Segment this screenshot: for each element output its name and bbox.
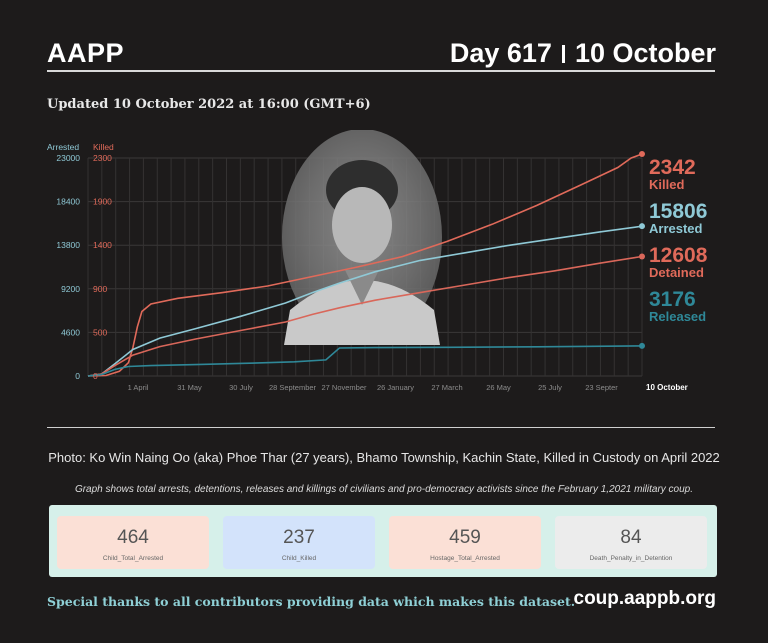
right-tick-label: 1400 — [93, 240, 112, 250]
right-tick-label: 1900 — [93, 197, 112, 207]
x-tick-label: 23 Septer — [585, 383, 618, 392]
x-tick-label: 25 July — [538, 383, 562, 392]
end-name-released: Released — [649, 309, 706, 324]
stat-label: Death_Penalty_in_Detention — [589, 555, 673, 562]
end-value-arrested: 15806 — [649, 200, 707, 223]
stat-value: 464 — [117, 527, 149, 548]
right-tick-label: 0 — [93, 371, 98, 381]
x-tick-label: 1 April — [128, 383, 149, 392]
end-point-detained — [639, 253, 645, 260]
stats-panel: 464 Child_Total_Arrested 237 Child_Kille… — [49, 505, 717, 577]
series-line-arrested — [87, 225, 643, 377]
day-counter: Day 617 — [449, 38, 552, 68]
x-tick-label: 10 October — [646, 383, 688, 392]
end-value-killed: 2342 — [649, 156, 696, 179]
tick-layer: 0 0 4600 500 9200 900 13800 1400 18400 1900 23000 2… — [47, 142, 688, 392]
left-tick-label: 18400 — [56, 197, 80, 207]
end-name-detained: Detained — [649, 265, 704, 280]
stat-value: 459 — [449, 527, 481, 548]
stat-value: 84 — [620, 527, 642, 548]
end-value-released: 3176 — [649, 288, 696, 311]
date-text: 10 October — [574, 38, 716, 68]
end-point-arrested — [639, 223, 645, 230]
right-axis-title: Killed — [93, 142, 114, 152]
portrait-photo — [282, 130, 442, 345]
website-link[interactable]: coup.aappb.org — [573, 588, 717, 609]
series-line-released — [87, 345, 643, 377]
photo-caption: Photo: Ko Win Naing Oo (aka) Phoe Thar (… — [48, 450, 720, 465]
stat-card-death-penalty: 84 Death_Penalty_in_Detention — [555, 516, 707, 569]
x-tick-label: 28 September — [269, 383, 317, 392]
end-point-released — [639, 342, 645, 349]
series-line-detained — [87, 255, 643, 377]
stat-label: Child_Killed — [281, 555, 317, 562]
separator-bar — [561, 45, 565, 63]
header-divider — [47, 70, 715, 72]
stat-card-child-arrested: 464 Child_Total_Arrested — [57, 516, 209, 569]
cumulative-chart: 0 0 4600 500 9200 900 13800 1400 18400 1900 23000 2… — [47, 130, 708, 392]
stat-value: 237 — [283, 527, 315, 548]
end-name-arrested: Arrested — [649, 221, 703, 236]
left-tick-label: 9200 — [61, 284, 80, 294]
day-date-heading: Day 617 10 October — [450, 38, 716, 69]
end-name-killed: Killed — [649, 177, 684, 192]
stat-card-child-killed: 237 Child_Killed — [223, 516, 375, 569]
section-divider — [47, 427, 715, 428]
brand-title: AAPP — [47, 38, 125, 68]
end-value-detained: 12608 — [649, 244, 708, 267]
x-tick-label: 27 November — [321, 383, 367, 392]
right-tick-label: 500 — [93, 327, 107, 337]
stat-label: Child_Total_Arrested — [102, 555, 164, 562]
right-tick-label: 900 — [93, 284, 107, 294]
end-point-killed — [639, 151, 645, 158]
x-tick-label: 26 May — [486, 383, 511, 392]
right-tick-label: 2300 — [93, 153, 112, 163]
stat-label: Hostage_Total_Arrested — [430, 555, 500, 562]
left-tick-label: 13800 — [56, 240, 80, 250]
x-tick-label: 26 January — [377, 383, 414, 392]
updated-timestamp: Updated 10 October 2022 at 16:00 (GMT+6) — [47, 97, 371, 112]
series-layer — [87, 151, 645, 377]
x-tick-label: 31 May — [177, 383, 202, 392]
thanks-text: Special thanks to all contributors provi… — [47, 594, 576, 609]
left-tick-label: 23000 — [56, 153, 80, 163]
graph-note: Graph shows total arrests, detentions, r… — [74, 484, 694, 495]
left-tick-label: 0 — [75, 371, 80, 381]
left-tick-label: 4600 — [61, 327, 80, 337]
x-tick-label: 30 July — [229, 383, 253, 392]
x-tick-label: 27 March — [431, 383, 462, 392]
left-axis-title: Arrested — [47, 142, 79, 152]
stat-card-hostage-arrested: 459 Hostage_Total_Arrested — [389, 516, 541, 569]
